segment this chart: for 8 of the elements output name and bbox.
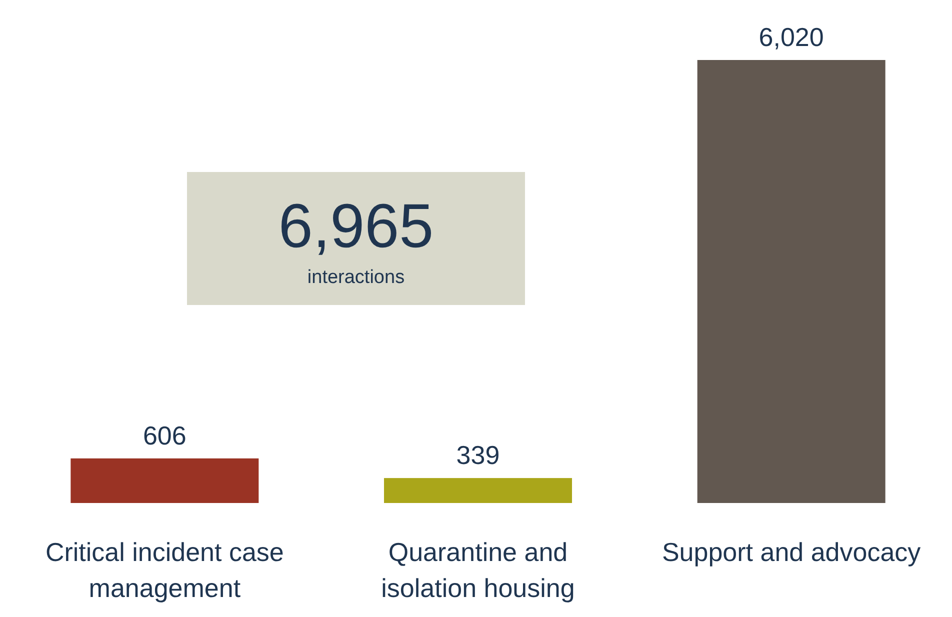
data-label: 339 — [456, 440, 500, 470]
x-tick-label: Quarantine and isolation housing — [381, 537, 575, 603]
x-tick-label: Critical incident case management — [45, 537, 284, 603]
data-label: 6,020 — [758, 22, 824, 52]
annotation: interactions — [307, 267, 405, 288]
x-tick-label: Support and advocacy — [662, 537, 921, 567]
annotation: 6,965 — [278, 192, 434, 261]
data-label: 606 — [142, 420, 186, 450]
